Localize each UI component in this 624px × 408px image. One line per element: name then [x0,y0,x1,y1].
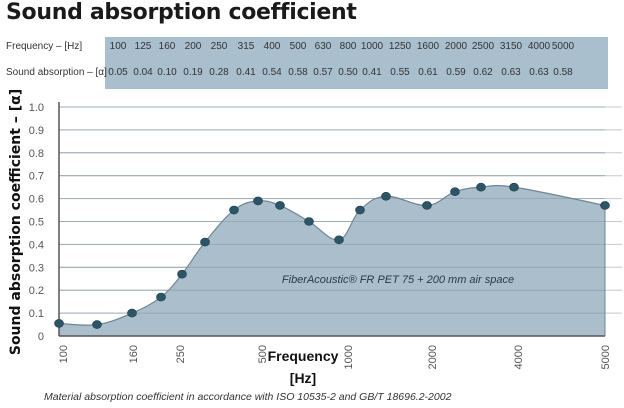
table-cell-frequency: 315 [237,41,255,52]
data-point [381,192,391,201]
data-point [229,205,239,215]
table-cell-absorption: 0.54 [262,67,282,78]
table-cell-absorption: 0.04 [133,67,153,78]
table-cell-frequency: 5000 [551,41,575,52]
table-row-label-frequency: Frequency – [Hz] [6,41,83,52]
table-cell-absorption: 0.59 [446,67,466,78]
data-point [355,205,365,215]
data-table-background [105,37,608,89]
data-point [127,308,137,318]
table-cell-frequency: 3150 [499,41,523,52]
data-point [509,182,519,192]
x-tick-label: 5000 [600,345,612,369]
table-cell-frequency: 2000 [444,41,468,52]
data-point [304,217,314,226]
data-point [600,201,610,210]
table-cell-absorption: 0.50 [338,67,358,78]
table-cell-absorption: 0.63 [529,67,549,78]
table-cell-absorption: 0.58 [553,67,573,78]
y-tick-label: 0.8 [29,148,44,160]
x-tick-label: 2000 [427,345,439,369]
table-cell-frequency: 800 [339,41,357,52]
table-cell-frequency: 160 [158,41,176,52]
page-title: Sound absorption coefficient [6,0,357,25]
x-tick-label: 100 [58,345,70,363]
y-tick-label: 0.6 [29,194,44,206]
y-tick-label: 0 [38,331,44,343]
area-fill [59,185,605,336]
y-tick-label: 0.1 [29,308,44,320]
y-tick-label: 0.3 [29,262,44,274]
x-tick-label: 250 [175,345,187,363]
table-cell-absorption: 0.63 [501,67,521,78]
table-row-label-absorption: Sound absorption – [α] [6,67,107,78]
table-cell-absorption: 0.55 [390,67,410,78]
x-tick-label: 1000 [343,345,355,369]
x-tick-label: 4000 [513,345,525,369]
data-point [92,320,102,329]
data-point [156,292,166,302]
x-axis-label: Frequency [268,348,339,364]
table-cell-absorption: 0.10 [157,67,177,78]
table-cell-frequency: 200 [184,41,202,52]
data-point [253,196,263,206]
series-annotation: FiberAcoustic® FR PET 75 + 200 mm air sp… [282,274,514,286]
x-tick-label: 500 [257,345,269,363]
table-cell-absorption: 0.05 [108,67,128,78]
table-cell-absorption: 0.61 [418,67,438,78]
table-cell-frequency: 630 [314,41,332,52]
data-point [422,201,432,210]
table-cell-absorption: 0.41 [362,67,382,78]
y-axis-label: Sound absorption coefficient – [α] [8,89,24,355]
table-cell-absorption: 0.19 [183,67,203,78]
x-tick-label: 160 [128,345,140,363]
table-cell-frequency: 1000 [360,41,384,52]
y-tick-label: 0.7 [29,171,44,183]
table-cell-frequency: 250 [210,41,228,52]
data-point [200,237,210,247]
table-cell-frequency: 1600 [416,41,440,52]
data-point [450,187,460,197]
y-tick-label: 0.5 [29,217,44,229]
data-point [476,182,486,192]
data-point [177,269,187,279]
table-cell-frequency: 4000 [527,41,551,52]
table-cell-absorption: 0.57 [313,67,333,78]
data-point [334,235,344,245]
x-axis-label-unit: [Hz] [290,370,316,386]
table-cell-absorption: 0.41 [236,67,256,78]
data-point [275,201,285,210]
y-tick-label: 1.0 [29,102,44,114]
y-tick-label: 0.2 [29,285,44,297]
table-cell-absorption: 0.58 [288,67,308,78]
caption: Material absorption coefficient in accor… [44,391,452,403]
y-tick-label: 0.9 [29,125,44,137]
table-cell-frequency: 500 [289,41,307,52]
table-cell-absorption: 0.28 [209,67,229,78]
table-cell-frequency: 2500 [471,41,495,52]
table-cell-frequency: 100 [109,41,127,52]
table-cell-frequency: 400 [263,41,281,52]
y-tick-label: 0.4 [29,239,44,251]
table-cell-frequency: 1250 [388,41,412,52]
table-cell-absorption: 0.62 [473,67,493,78]
data-point [54,319,64,328]
table-cell-frequency: 125 [134,41,152,52]
